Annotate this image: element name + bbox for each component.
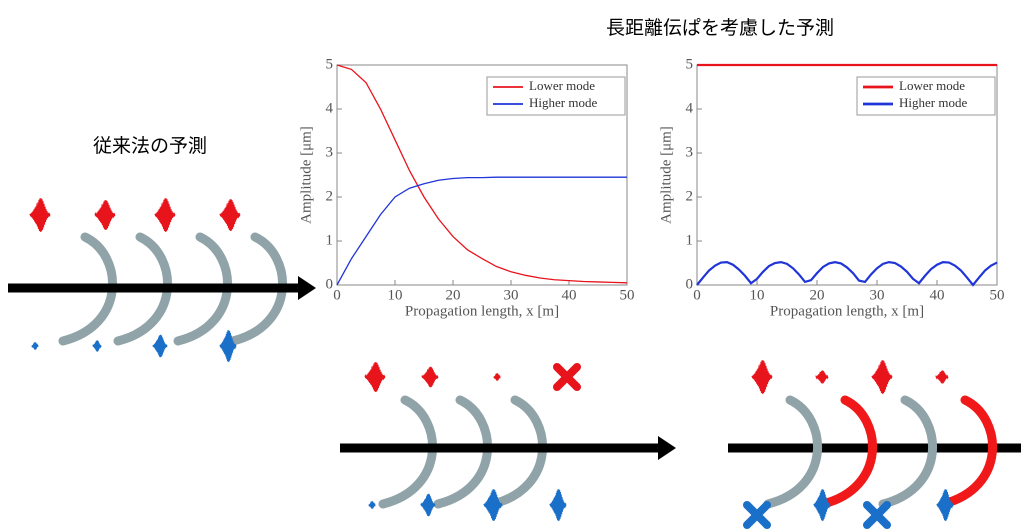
- wave-packet: [422, 367, 438, 388]
- y-axis-label: Amplitude [μm]: [298, 126, 314, 224]
- x-tick-label: 10: [750, 287, 765, 303]
- legend-label: Higher mode: [899, 95, 967, 110]
- wave-packet: [936, 371, 948, 384]
- legend-label: Higher mode: [529, 95, 597, 110]
- wave-packet: [155, 198, 175, 232]
- wave-packet: [220, 330, 236, 362]
- x-tick-label: 30: [870, 287, 885, 303]
- y-tick-label: 2: [686, 188, 694, 204]
- wave-packet: [550, 489, 566, 521]
- x-tick-label: 10: [388, 287, 403, 303]
- y-tick-label: 0: [686, 276, 694, 292]
- x-tick-label: 0: [693, 287, 701, 303]
- y-tick-label: 2: [326, 188, 334, 204]
- y-tick-label: 1: [686, 232, 694, 248]
- legend-label: Lower mode: [899, 78, 965, 93]
- y-tick-label: 0: [326, 276, 334, 292]
- y-tick-label: 1: [326, 232, 334, 248]
- title: 長距離伝ぱを考慮した予測: [606, 17, 834, 39]
- wave-packet: [814, 489, 830, 521]
- wave-packet: [30, 198, 50, 232]
- wave-packet: [752, 360, 772, 394]
- wave-packet: [95, 200, 115, 230]
- x-axis-label: Propagation length, x [m]: [405, 303, 559, 319]
- arrow-head: [658, 436, 676, 460]
- wave-packet: [153, 335, 167, 357]
- y-tick-label: 4: [686, 100, 694, 116]
- wave-packet: [484, 489, 502, 521]
- wave-packet: [369, 501, 375, 508]
- x-tick-label: 0: [333, 287, 341, 303]
- x-tick-label: 20: [446, 287, 461, 303]
- x-axis-label: Propagation length, x [m]: [770, 303, 924, 319]
- data-line: [697, 262, 997, 285]
- wave-packet: [421, 494, 435, 516]
- y-tick-label: 3: [326, 144, 334, 160]
- wave-packet: [93, 340, 101, 351]
- page: 長距離伝ぱを考慮した予測 従来法の予測 01234501020304050Pro…: [0, 0, 1021, 531]
- y-axis-label: Amplitude [μm]: [658, 126, 674, 224]
- data-line: [337, 177, 627, 285]
- x-tick-label: 50: [990, 287, 1005, 303]
- wave-packet: [32, 342, 38, 349]
- x-tick-label: 40: [930, 287, 945, 303]
- x-tick-label: 20: [810, 287, 825, 303]
- y-tick-label: 3: [686, 144, 694, 160]
- wave-packet: [494, 373, 500, 380]
- wave-packet: [365, 362, 385, 392]
- wave-packet: [220, 199, 240, 231]
- x-tick-label: 30: [504, 287, 519, 303]
- x-tick-label: 40: [562, 287, 577, 303]
- x-tick-label: 50: [620, 287, 635, 303]
- legend-label: Lower mode: [529, 78, 595, 93]
- y-tick-label: 5: [686, 56, 694, 72]
- wave-packet: [872, 360, 892, 394]
- left-label: 従来法の予測: [93, 135, 207, 157]
- y-tick-label: 4: [326, 100, 334, 116]
- arrow-head: [298, 276, 316, 300]
- y-tick-label: 5: [326, 56, 334, 72]
- wave-packet: [937, 489, 953, 521]
- wave-packet: [816, 371, 828, 384]
